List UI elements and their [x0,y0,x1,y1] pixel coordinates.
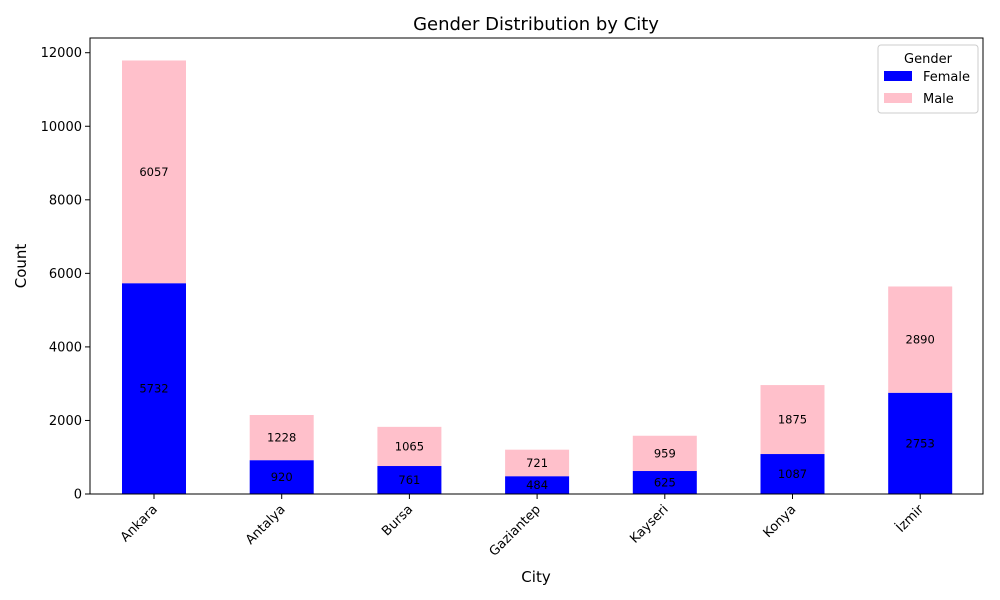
data-label-female-3: 484 [526,478,548,492]
y-tick-label-3: 6000 [49,267,82,282]
y-tick-label-0: 0 [74,488,82,503]
bar-female-5 [760,454,825,494]
data-label-male-4: 959 [654,446,676,460]
legend-label-female: Female [923,70,970,85]
data-label-male-5: 1875 [778,413,807,427]
legend-label-male: Male [923,92,954,107]
bar-female-4 [632,471,697,494]
bar-female-6 [888,392,953,494]
y-tick-label-1: 2000 [49,414,82,429]
legend: Gender Female Male [877,44,979,114]
data-label-male-6: 2890 [906,333,935,347]
x-tick-label-4: Kayseri [627,502,671,546]
data-label-female-2: 761 [398,473,420,487]
legend-swatch-female [884,71,912,81]
data-label-female-0: 5732 [139,382,168,396]
x-tick-label-1: Antalya [243,502,289,548]
y-tick-label-2: 4000 [49,340,82,355]
bar-female-1 [249,460,314,494]
data-label-male-2: 1065 [395,439,424,453]
bars-group [122,60,953,494]
bar-male-3 [505,449,570,477]
x-tick-label-5: Konya [761,502,800,541]
bar-labels-group: 5732 6057 920 1228 761 1065 484 721 625 959 1087 18… [139,165,934,492]
x-tick-label-3: Gaziantep [487,502,544,559]
x-tick-label-6: İzmir [893,501,928,536]
y-tick-label-4: 8000 [49,193,82,208]
x-axis-label: City [521,568,551,586]
y-axis-label: Count [12,244,30,289]
bar-male-6 [888,286,953,393]
legend-swatch-male [884,93,912,103]
legend-title: Gender [904,52,953,67]
y-tick-label-6: 12000 [41,46,82,61]
data-label-female-1: 920 [271,470,293,484]
x-tick-label-0: Ankara [118,502,161,545]
y-tick-label-5: 10000 [41,120,82,135]
bar-female-3 [505,476,570,494]
chart-title: Gender Distribution by City [413,14,659,35]
plot-frame [89,37,984,495]
bar-female-2 [377,466,442,494]
bar-male-1 [249,415,314,461]
bar-male-2 [377,426,442,467]
data-label-female-4: 625 [654,476,676,490]
data-label-male-0: 6057 [139,165,168,179]
y-axis: 0 2000 4000 6000 8000 10000 12000 [41,46,90,503]
bar-male-0 [122,60,186,284]
x-tick-label-2: Bursa [379,502,416,539]
x-axis: Ankara Antalya Bursa Gaziantep Kayseri Konya İ… [118,494,928,560]
data-label-female-6: 2753 [906,436,935,450]
bar-male-4 [632,435,697,472]
bar-female-0 [122,283,186,494]
data-label-male-1: 1228 [267,431,296,445]
bar-male-5 [760,385,825,455]
data-label-male-3: 721 [526,456,548,470]
data-label-female-5: 1087 [778,467,807,481]
